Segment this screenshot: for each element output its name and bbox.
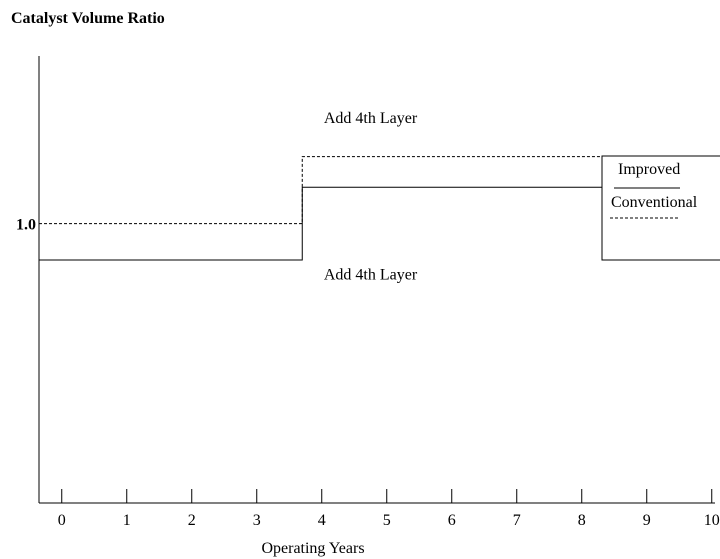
series-line-improved: [39, 186, 715, 261]
legend-box: [601, 155, 720, 261]
x-tick-label: 9: [643, 512, 651, 529]
x-tick-label: 5: [383, 512, 391, 529]
legend: Improved Conventional: [601, 155, 720, 261]
x-tick-label: 4: [318, 512, 326, 529]
x-axis-title: Operating Years: [261, 540, 364, 557]
y-ticks: 1.0: [16, 217, 36, 234]
x-tick-label: 3: [253, 512, 261, 529]
x-tick-label: 6: [448, 512, 456, 529]
annotation-label: Add 4th Layer: [324, 110, 418, 127]
x-tick-label: 0: [58, 512, 66, 529]
x-tick-label: 7: [513, 512, 521, 529]
annotations-group: Add 4th Layer Add 4th Layer: [324, 110, 418, 283]
legend-label-improved: Improved: [618, 161, 680, 178]
series-line-conventional: [39, 156, 715, 225]
x-tick-label: 2: [188, 512, 196, 529]
y-axis-title: Catalyst Volume Ratio: [11, 10, 165, 27]
annotation-label: Add 4th Layer: [324, 267, 418, 284]
x-ticks: 0 1 2 3 4 5 6 7 8 9 10: [58, 489, 720, 529]
x-tick-label: 10: [704, 512, 720, 529]
y-tick-label: 1.0: [16, 217, 36, 234]
x-tick-label: 8: [578, 512, 586, 529]
series-group: [39, 156, 715, 261]
x-tick-label: 1: [123, 512, 131, 529]
legend-label-conventional: Conventional: [611, 194, 698, 211]
